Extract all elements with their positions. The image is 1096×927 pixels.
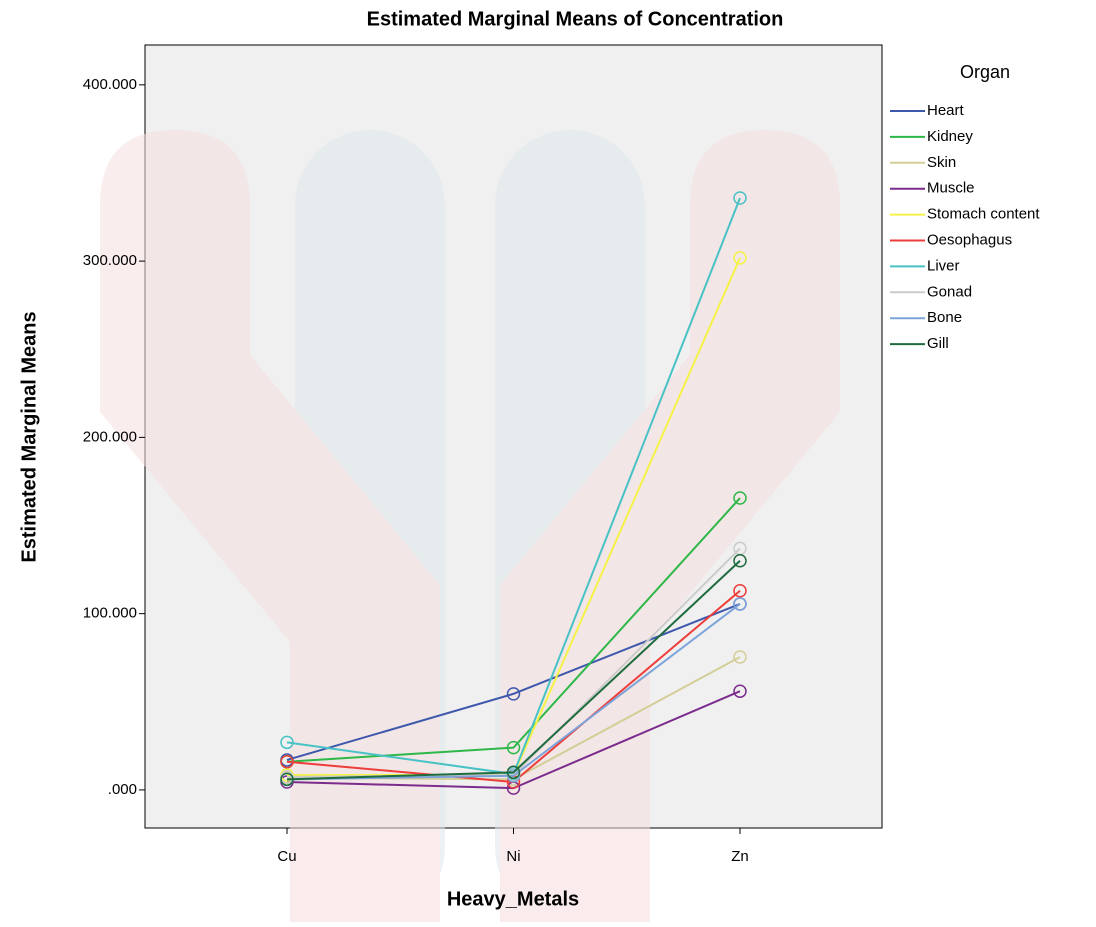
watermark-shape — [500, 130, 840, 922]
data-point — [733, 650, 747, 664]
series-line — [286, 603, 741, 761]
legend-label: Bone — [927, 309, 962, 326]
legend-label: Gonad — [927, 283, 972, 300]
data-point — [506, 687, 521, 701]
data-point — [733, 554, 747, 568]
x-tick-label: Ni — [506, 848, 520, 865]
x-axis-label: Heavy_Metals — [447, 888, 579, 910]
series-line — [286, 497, 741, 763]
data-point — [506, 769, 521, 783]
y-tick-label: 200.000 — [83, 428, 137, 445]
x-tick-label: Zn — [731, 848, 749, 865]
data-point — [280, 772, 294, 787]
legend-label: Muscle — [927, 180, 975, 197]
data-point — [733, 251, 747, 265]
series — [280, 554, 747, 787]
data-point — [733, 491, 747, 505]
data-point — [733, 191, 747, 205]
data-point — [280, 754, 294, 769]
legend-label: Stomach content — [927, 206, 1040, 223]
legend-label: Liver — [927, 257, 960, 274]
data-point — [280, 735, 294, 750]
watermark-shape — [100, 130, 440, 922]
x-tick-label: Cu — [277, 848, 296, 865]
legend-label: Gill — [927, 335, 949, 352]
y-tick-label: 300.000 — [83, 252, 137, 269]
chart-title: Estimated Marginal Means of Concentratio… — [367, 8, 784, 30]
legend-label: Kidney — [927, 128, 973, 145]
series-line — [286, 560, 741, 781]
data-point — [506, 765, 521, 780]
legend-title: Organ — [960, 62, 1010, 82]
y-tick-label: 400.000 — [83, 76, 137, 93]
legend-label: Oesophagus — [927, 231, 1012, 248]
data-point — [733, 583, 747, 598]
data-point — [733, 597, 747, 611]
series-line — [286, 603, 741, 781]
y-axis-label: Estimated Marginal Means — [18, 311, 40, 562]
data-point — [506, 740, 521, 755]
y-tick-label: 100.000 — [83, 605, 137, 622]
y-tick-label: .000 — [108, 781, 137, 798]
legend-label: Heart — [927, 102, 965, 119]
watermark — [100, 130, 840, 922]
legend-label: Skin — [927, 154, 956, 171]
data-point — [733, 684, 747, 698]
